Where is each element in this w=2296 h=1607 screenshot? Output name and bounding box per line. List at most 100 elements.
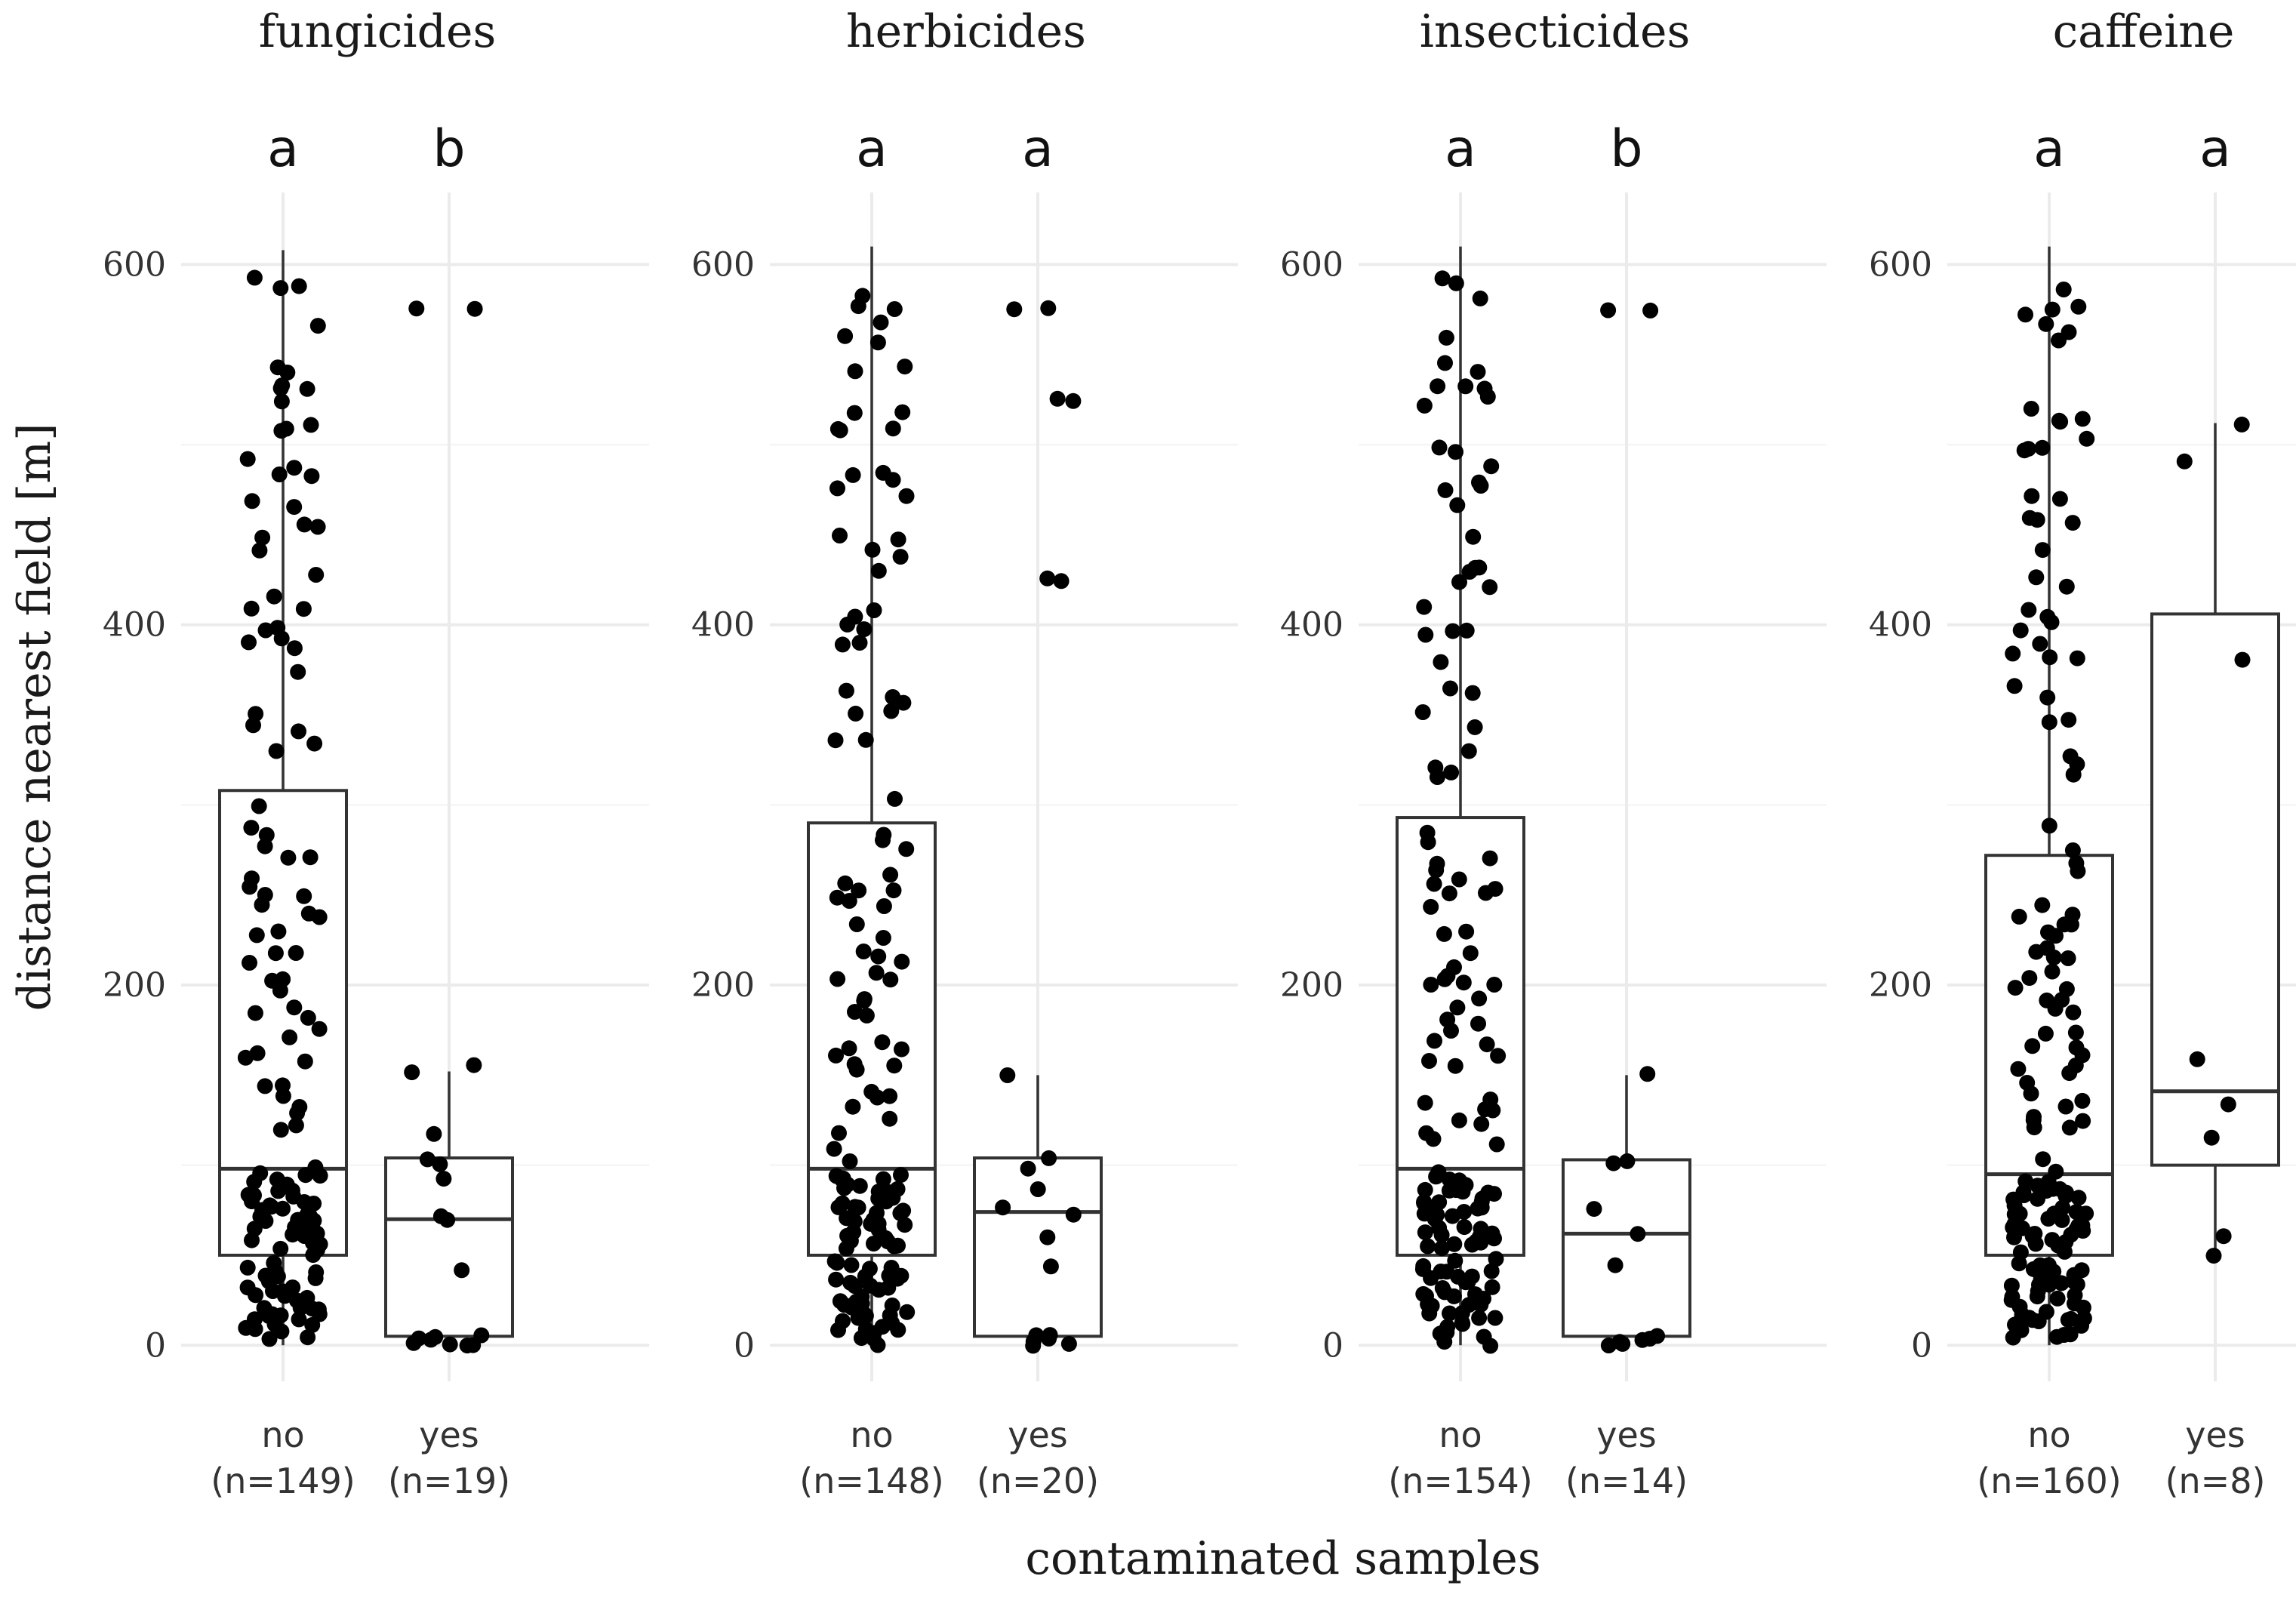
x-tick-count-label: (n=154) bbox=[1388, 1461, 1532, 1501]
x-tick-label: yes bbox=[419, 1415, 479, 1455]
data-point bbox=[1025, 1338, 1042, 1354]
data-point bbox=[837, 328, 854, 344]
data-point bbox=[2046, 1205, 2062, 1222]
x-tick-count-label: (n=149) bbox=[211, 1461, 355, 1501]
data-point bbox=[1431, 439, 1448, 456]
data-point bbox=[1420, 834, 1436, 851]
data-point bbox=[243, 600, 260, 617]
data-point bbox=[1451, 1112, 1467, 1128]
data-point bbox=[1639, 1066, 1656, 1082]
y-tick-label: 400 bbox=[1280, 606, 1343, 645]
data-point bbox=[1462, 945, 1479, 962]
data-point bbox=[1040, 300, 1057, 316]
data-point bbox=[266, 1255, 282, 1271]
data-point bbox=[1039, 1229, 1056, 1245]
data-point bbox=[1465, 528, 1482, 545]
data-point bbox=[848, 705, 864, 722]
data-point bbox=[405, 1335, 422, 1351]
data-point bbox=[239, 451, 256, 467]
data-point bbox=[829, 971, 846, 987]
box bbox=[2150, 612, 2280, 1167]
data-point bbox=[846, 1056, 863, 1073]
significance-letter: b bbox=[432, 119, 465, 179]
y-tick-label: 600 bbox=[691, 245, 755, 284]
data-point bbox=[1483, 1263, 1500, 1279]
data-point bbox=[1484, 1279, 1500, 1295]
data-point bbox=[1430, 1164, 1447, 1181]
x-axis-title: contaminated samples bbox=[1025, 1532, 1540, 1585]
data-point bbox=[882, 1110, 898, 1127]
data-point bbox=[882, 1088, 898, 1104]
data-point bbox=[1488, 1136, 1505, 1153]
data-point bbox=[246, 269, 263, 286]
panel-title: caffeine bbox=[2053, 5, 2235, 58]
data-point bbox=[1448, 275, 1464, 291]
data-point bbox=[1451, 574, 1467, 590]
data-point bbox=[2075, 1299, 2091, 1316]
data-point bbox=[1461, 564, 1478, 580]
data-point bbox=[2055, 282, 2072, 297]
data-point bbox=[2215, 1228, 2232, 1245]
data-point bbox=[1488, 1251, 1504, 1267]
y-tick-label: 0 bbox=[1911, 1326, 1932, 1365]
panel-herbicides: 0 200 400 600 herbicides a no (n=148) a yes (n=20) bbox=[691, 5, 1238, 1501]
data-point bbox=[1463, 1268, 1480, 1285]
data-point bbox=[898, 841, 915, 857]
data-point bbox=[2024, 1038, 2041, 1054]
data-point bbox=[2023, 401, 2039, 417]
data-point bbox=[2074, 1047, 2091, 1064]
data-point bbox=[2070, 298, 2087, 315]
data-point bbox=[874, 1034, 891, 1051]
data-point bbox=[2021, 602, 2037, 618]
data-point bbox=[1416, 1195, 1433, 1211]
data-point bbox=[423, 1331, 439, 1348]
data-point bbox=[300, 1329, 316, 1346]
data-point bbox=[2048, 1328, 2065, 1345]
data-point bbox=[1447, 1252, 1463, 1269]
data-point bbox=[834, 636, 851, 653]
data-point bbox=[1642, 302, 1659, 319]
data-point bbox=[1473, 1116, 1490, 1132]
data-point bbox=[887, 790, 903, 807]
data-point bbox=[1438, 329, 1454, 346]
data-point bbox=[1427, 759, 1444, 776]
data-point bbox=[884, 1298, 900, 1313]
data-point bbox=[1434, 1280, 1451, 1296]
data-point bbox=[2234, 651, 2251, 668]
data-point bbox=[248, 706, 264, 722]
data-point bbox=[883, 703, 900, 719]
data-point bbox=[2032, 1257, 2048, 1273]
significance-letter: a bbox=[1445, 119, 1476, 179]
data-point bbox=[1433, 654, 1449, 670]
data-point bbox=[886, 301, 903, 317]
data-point bbox=[843, 1257, 860, 1273]
significance-letter: b bbox=[1610, 119, 1642, 179]
data-point bbox=[828, 1047, 844, 1064]
data-point bbox=[2063, 1310, 2079, 1327]
data-point bbox=[2176, 453, 2193, 469]
data-point bbox=[2065, 766, 2082, 783]
data-point bbox=[1041, 1150, 1057, 1166]
data-point bbox=[2061, 712, 2077, 728]
data-point bbox=[1436, 925, 1452, 942]
data-point bbox=[2070, 1190, 2087, 1206]
data-point bbox=[257, 1078, 273, 1094]
data-point bbox=[251, 798, 267, 814]
data-point bbox=[2023, 1085, 2039, 1102]
data-point bbox=[2003, 1277, 2020, 1294]
data-point bbox=[291, 1099, 308, 1115]
data-point bbox=[1586, 1201, 1602, 1218]
data-point bbox=[436, 1171, 452, 1187]
data-point bbox=[303, 468, 320, 485]
y-tick-label: 400 bbox=[103, 606, 166, 645]
data-point bbox=[286, 499, 303, 516]
data-point bbox=[272, 1122, 289, 1138]
data-point bbox=[273, 393, 290, 410]
data-point bbox=[861, 1261, 878, 1277]
data-point bbox=[841, 893, 857, 909]
data-point bbox=[1421, 1053, 1437, 1069]
data-point bbox=[2005, 1219, 2021, 1236]
data-point bbox=[2006, 1197, 2023, 1214]
data-point bbox=[268, 743, 285, 759]
